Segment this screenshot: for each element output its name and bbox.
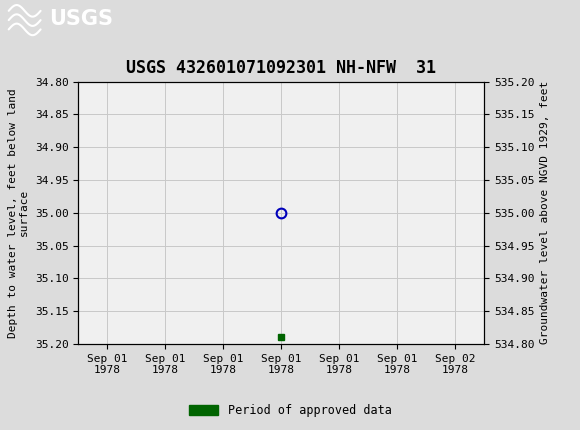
Y-axis label: Depth to water level, feet below land
surface: Depth to water level, feet below land su… (8, 88, 29, 338)
Text: USGS: USGS (49, 9, 113, 29)
Title: USGS 432601071092301 NH-NFW  31: USGS 432601071092301 NH-NFW 31 (126, 59, 436, 77)
Y-axis label: Groundwater level above NGVD 1929, feet: Groundwater level above NGVD 1929, feet (540, 81, 550, 344)
Legend: Period of approved data: Period of approved data (184, 399, 396, 422)
